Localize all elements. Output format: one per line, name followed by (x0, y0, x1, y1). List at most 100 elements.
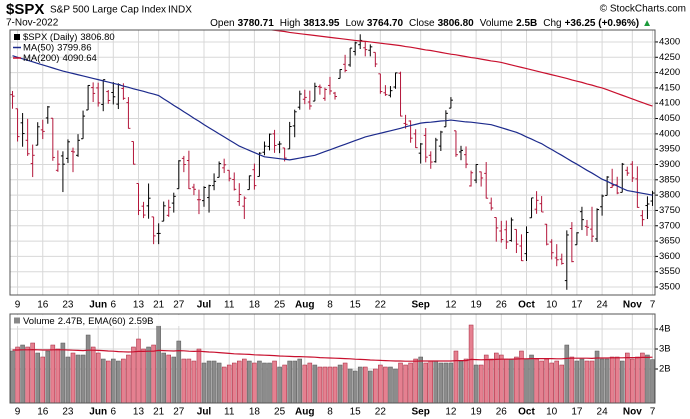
volume-bar (534, 358, 539, 403)
volume-bar (312, 364, 318, 403)
plot: 3500 3550 3600 3650 3700 3750 3800 3850 3900 3950… (9, 29, 680, 418)
volume-bar (398, 362, 403, 403)
x-tick-label: 9 (15, 407, 21, 418)
quote-label: Low (346, 18, 365, 29)
volume-bar (267, 362, 272, 403)
source: © StockCharts.com (600, 4, 686, 15)
x-tick-label: 25 (274, 407, 286, 418)
legend-value: 3799.86 (57, 42, 91, 53)
x-tick-label: 19 (471, 300, 483, 311)
y-tick-label: 4150 (659, 82, 680, 93)
x-tick-label: 10 (546, 300, 558, 311)
volume-bar (337, 364, 343, 403)
x-tick-label: 17 (571, 300, 583, 311)
x-tick-label: Nov (623, 407, 642, 418)
volume-bar (504, 358, 509, 403)
volume-bar (166, 354, 171, 403)
x-tick-label: Sep (412, 407, 430, 418)
quote: Open 3780.71 High 3813.95 Low 3764.70 Close 380… (210, 18, 652, 29)
x-tick-label: Oct (518, 300, 535, 311)
y-tick-label: 4300 (659, 36, 680, 47)
volume-bar (35, 352, 40, 403)
volume-bar (206, 360, 212, 403)
x-tick-label: 25 (274, 300, 286, 311)
volume-bar (105, 360, 111, 403)
volume-bar (478, 364, 484, 403)
marks (10, 30, 655, 290)
legend-name: MA(50) (23, 42, 54, 53)
volume-bar (302, 364, 308, 403)
index-name: S&P 500 Large Cap Index (50, 5, 166, 16)
volume-bar (640, 352, 645, 403)
volume-bar (443, 362, 449, 403)
volume-bar (362, 366, 368, 403)
x-tick-label: 6 (111, 407, 117, 418)
x-tick-label: 16 (37, 300, 49, 311)
volume-bar (116, 360, 121, 403)
volume-bar (438, 362, 444, 403)
x-tick-label: 13 (133, 300, 145, 311)
volume-bar (307, 362, 313, 403)
volume-bar (151, 344, 156, 403)
volume-bar (287, 360, 292, 403)
volume-bar (408, 362, 413, 403)
x-tick-label: 26 (496, 407, 508, 418)
x-tick-label: 27 (173, 407, 185, 418)
volume-bar (574, 360, 580, 403)
line (12, 348, 653, 362)
volume-bar (282, 364, 287, 403)
volume-bar (181, 358, 187, 403)
y-tick-label: 3600 (659, 251, 680, 262)
x-tick-label: 21 (153, 300, 165, 311)
volume-bar (277, 366, 282, 403)
volume-bar (226, 364, 232, 403)
volume-bar (589, 360, 595, 403)
volume-bar (393, 368, 398, 403)
volume-bar (625, 352, 630, 403)
y-tick-label: 3500 (659, 282, 680, 293)
volume-bar (342, 362, 348, 403)
volume-bar (488, 358, 494, 403)
volume-bar (146, 346, 151, 403)
volume-bar (70, 352, 76, 403)
x-tick-label: Jun (89, 407, 107, 418)
quote-value: 2.5B (516, 18, 537, 29)
volume-bar (20, 344, 25, 403)
volume-bar (176, 340, 182, 403)
x-tick-label: Nov (623, 300, 642, 311)
volume-bar (388, 366, 393, 403)
volume-bar (247, 360, 252, 403)
chg-arrow: ▲ (642, 18, 652, 29)
line (12, 55, 653, 196)
volume-bar (136, 338, 141, 403)
volume-bar (100, 358, 106, 403)
volume-bar (10, 350, 15, 403)
x-tick-label: Jun (89, 300, 107, 311)
marks (10, 324, 655, 403)
volume-bar (75, 354, 81, 403)
volume-bar (645, 354, 650, 403)
legend-bg (11, 315, 201, 326)
volume-bar (357, 366, 363, 403)
volume-bar (630, 358, 635, 403)
volume-bar (483, 354, 489, 403)
quote-value: 3813.95 (303, 18, 340, 29)
legend-value: 4090.64 (62, 53, 96, 64)
volume-bar (373, 368, 378, 403)
x-tick-label: Aug (295, 407, 314, 418)
volume-bar (428, 360, 434, 403)
quote-value: 3780.71 (238, 18, 275, 29)
quote-label: Volume (480, 18, 514, 29)
volume-bar (529, 354, 534, 403)
y-tick-label: 4100 (659, 98, 680, 109)
x-tick-label: 24 (597, 407, 609, 418)
volume-bar (524, 358, 529, 403)
y-tick-label: 2B (659, 364, 671, 375)
volume-bar (252, 362, 257, 403)
x-tick-label: 22 (375, 407, 387, 418)
y-tick-label: 3950 (659, 144, 680, 155)
y-tick-label: 3700 (659, 220, 680, 231)
volume-bar (368, 370, 373, 403)
volume-bar (549, 362, 554, 403)
